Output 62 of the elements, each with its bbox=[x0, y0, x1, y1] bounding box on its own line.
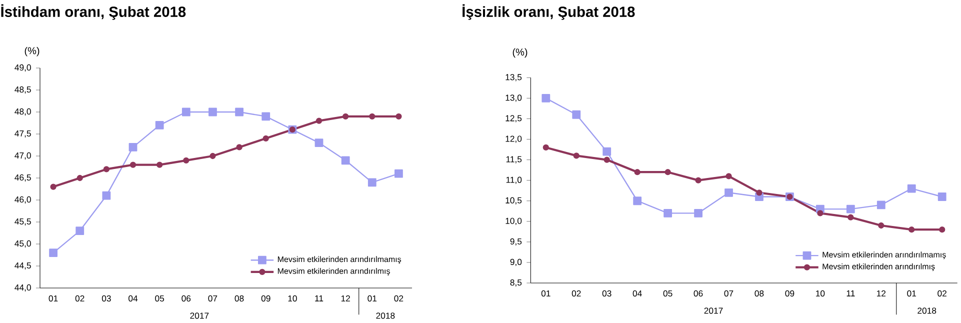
text: 2017 bbox=[704, 308, 723, 314]
x-tick-label: 02 bbox=[572, 290, 581, 296]
x-tick-label: 11 bbox=[846, 290, 855, 296]
x-tick-label: 02 bbox=[938, 290, 946, 296]
x-tick-label: 07 bbox=[208, 295, 218, 302]
y-tick-label: 11,5 bbox=[506, 156, 522, 164]
y-tick-label: 11,0 bbox=[506, 176, 522, 184]
y-tick-label: 9,5 bbox=[510, 238, 522, 246]
chart-title: İstihdam oranı, Şubat 2018 bbox=[1, 4, 186, 20]
legend-label: Mevsim etkilerinden arındırılmış bbox=[822, 263, 935, 271]
legend-label: Mevsim etkilerinden arındırılmış bbox=[278, 268, 390, 276]
y-tick-label: 44,5 bbox=[14, 262, 31, 270]
x-tick-label: 01 bbox=[368, 295, 377, 302]
x-tick-label: 12 bbox=[876, 290, 886, 296]
y-tick-label: 8,5 bbox=[510, 279, 522, 286]
y-axis-title: (%) bbox=[512, 48, 528, 58]
x-tick-label: 12 bbox=[341, 295, 350, 302]
y-tick-label: 45,0 bbox=[14, 240, 31, 248]
x-tick-label: 06 bbox=[694, 290, 703, 296]
x-tick-label: 04 bbox=[128, 295, 138, 302]
x-tick-label: 04 bbox=[632, 290, 642, 296]
x-tick-label: 01 bbox=[541, 290, 550, 296]
x-tick-label: 09 bbox=[261, 295, 270, 302]
y-tick-label: 47,0 bbox=[14, 152, 31, 160]
y-tick-label: 12,0 bbox=[506, 136, 522, 143]
x-tick-label: 11 bbox=[315, 295, 324, 302]
y-tick-label: 46,5 bbox=[14, 174, 31, 182]
y-tick-label: 12,5 bbox=[506, 115, 522, 122]
x-tick-label: 10 bbox=[288, 295, 297, 302]
y-tick-label: 9,0 bbox=[510, 258, 522, 266]
x-tick-label: 01 bbox=[48, 295, 58, 302]
x-tick-label: 03 bbox=[102, 295, 111, 302]
y-tick-label: 46,0 bbox=[14, 196, 31, 204]
y-tick-label: 10,5 bbox=[506, 197, 522, 204]
x-tick-label: 08 bbox=[754, 290, 764, 296]
x-tick-label: 02 bbox=[394, 295, 404, 302]
y-tick-label: 10,0 bbox=[506, 218, 522, 225]
x-tick-label: 05 bbox=[663, 290, 672, 296]
x-tick-label: 05 bbox=[155, 295, 164, 302]
legend-label: Mevsim etkilerinden arındırılmamış bbox=[822, 252, 946, 260]
y-tick-label: 13,0 bbox=[506, 94, 522, 102]
text: 2018 bbox=[918, 308, 936, 314]
text: 2018 bbox=[376, 312, 395, 319]
y-tick-label: 44,0 bbox=[14, 284, 31, 292]
x-tick-label: 06 bbox=[182, 295, 191, 302]
y-tick-label: 13,5 bbox=[506, 74, 522, 82]
y-tick-label: 45,5 bbox=[14, 218, 31, 226]
text: 2017 bbox=[190, 312, 209, 319]
legend-label: Mevsim etkilerinden arındırılmamış bbox=[278, 256, 402, 264]
y-axis-title: (%) bbox=[24, 46, 40, 56]
y-tick-label: 48,0 bbox=[14, 108, 31, 116]
x-tick-label: 01 bbox=[907, 290, 916, 296]
x-tick-label: 09 bbox=[785, 290, 794, 296]
x-tick-label: 08 bbox=[234, 295, 244, 302]
y-tick-label: 48,5 bbox=[14, 86, 31, 94]
x-tick-label: 07 bbox=[724, 290, 734, 296]
x-tick-label: 10 bbox=[816, 290, 825, 296]
y-tick-label: 47,5 bbox=[14, 130, 31, 138]
x-tick-label: 03 bbox=[602, 290, 612, 296]
y-tick-label: 49,0 bbox=[14, 64, 31, 72]
x-tick-label: 02 bbox=[75, 295, 84, 302]
chart-title: İşsizlik oranı, Şubat 2018 bbox=[462, 4, 635, 20]
